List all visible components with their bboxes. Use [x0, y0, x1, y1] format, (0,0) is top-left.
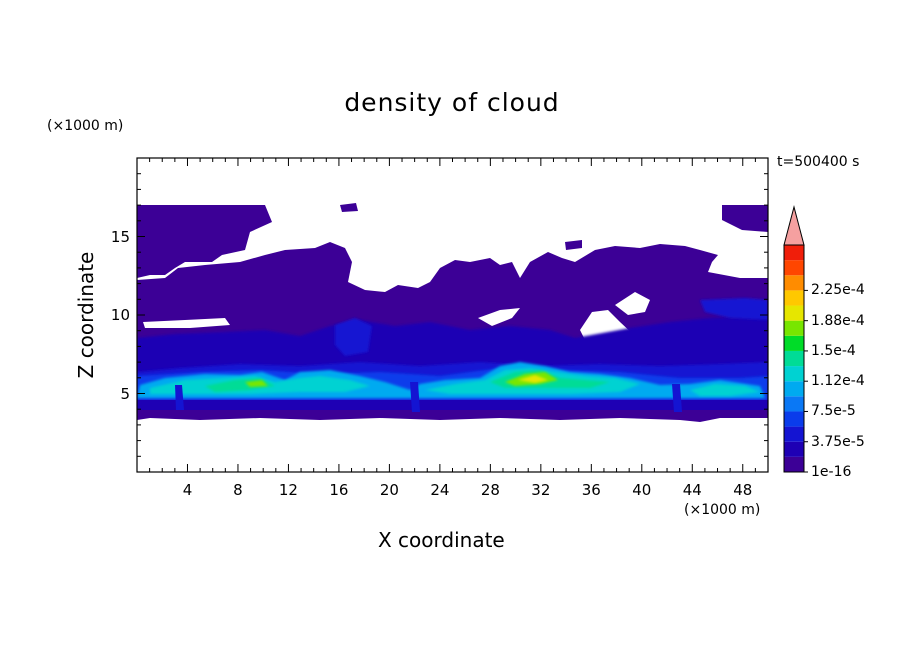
convective-column	[175, 385, 184, 410]
y-tick-label: 10	[110, 306, 130, 324]
mid-cloud-blob	[335, 318, 372, 356]
colorbar-swatch	[784, 441, 804, 457]
colorbar-swatch	[784, 245, 804, 261]
colorbar-label: 1.88e-4	[811, 312, 865, 329]
mid-cloud-blob-2	[700, 298, 768, 320]
upper-cloud-layer	[137, 205, 272, 278]
colorbar-label: 1e-16	[811, 464, 852, 480]
small-cloud-patch	[340, 203, 358, 212]
y-axis-ticks	[137, 173, 768, 457]
colorbar-swatch	[784, 320, 804, 336]
dense-core-teal-3	[690, 384, 760, 396]
colorbar-swatch	[784, 260, 804, 276]
y-axis-unit: (×1000 m)	[47, 118, 124, 134]
x-tick-label: 24	[430, 481, 450, 499]
x-tick-label: 36	[581, 481, 601, 499]
colorbar-swatch	[784, 305, 804, 321]
colorbar-label: 7.5e-5	[811, 403, 856, 420]
clear-pocket-4	[478, 308, 520, 326]
colorbar-swatch	[784, 396, 804, 412]
x-tick-label: 48	[733, 481, 753, 499]
colorbar-label: 1.12e-4	[811, 373, 865, 390]
x-tick-label: 16	[329, 481, 349, 499]
x-axis-ticks	[149, 158, 756, 472]
x-tick-label: 28	[480, 481, 500, 499]
clear-pocket-2	[615, 292, 650, 315]
x-tick-label: 4	[182, 481, 193, 499]
x-tick-label: 32	[531, 481, 551, 499]
x-axis-label: X coordinate	[378, 528, 505, 552]
colorbar-label: 2.25e-4	[811, 282, 865, 299]
y-tick-label: 5	[120, 384, 130, 403]
colorbar-overflow-arrow	[783, 205, 805, 246]
dense-core-peak	[518, 375, 548, 383]
colorbar-frame	[783, 244, 805, 473]
convective-column-3	[672, 384, 682, 412]
x-tick-label: 12	[278, 481, 298, 499]
cloud-density-field	[137, 203, 768, 422]
colorbar-swatch	[784, 275, 804, 291]
convective-column-2	[410, 382, 420, 412]
x-tick-label: 40	[632, 481, 652, 499]
y-tick-label: 15	[110, 227, 130, 246]
dense-core-peak-2	[245, 380, 268, 387]
colorbar-swatch	[784, 335, 804, 351]
colorbar-label: 3.75e-5	[811, 433, 865, 450]
colorbar-label: 1.5e-4	[811, 342, 856, 359]
colorbar-swatch	[784, 381, 804, 397]
colorbar-swatch	[784, 411, 804, 427]
colorbar	[783, 205, 808, 473]
chart-title: density of cloud	[344, 88, 560, 117]
colorbar-swatch	[784, 290, 804, 306]
colorbar-swatch	[784, 366, 804, 382]
x-axis-unit: (×1000 m)	[684, 502, 761, 518]
colorbar-swatch	[784, 350, 804, 367]
colorbar-swatch	[784, 426, 804, 442]
time-label: t=500400 s	[777, 154, 860, 170]
clear-pocket-3	[143, 318, 230, 328]
x-tick-label: 20	[379, 481, 399, 499]
x-tick-label: 44	[682, 481, 702, 499]
small-cloud-patch-2	[565, 240, 582, 250]
upper-cloud-right	[722, 205, 768, 232]
colorbar-swatch	[784, 456, 804, 472]
cloud-base-blue	[137, 400, 768, 410]
x-tick-label: 8	[233, 481, 243, 499]
